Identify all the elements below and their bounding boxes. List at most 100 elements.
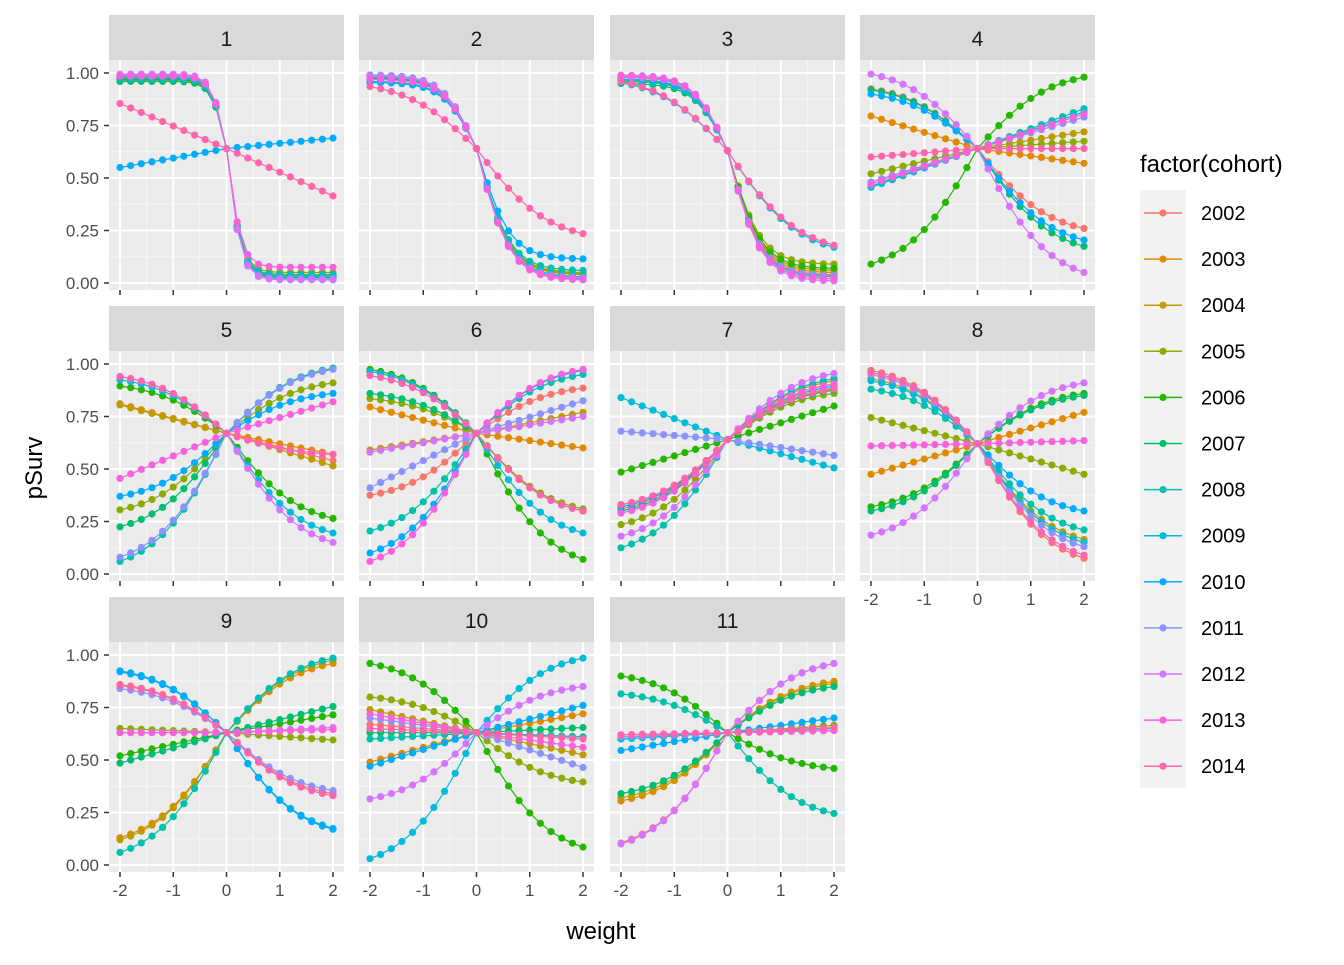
data-point <box>547 440 555 448</box>
data-point <box>201 80 209 88</box>
facet-strip-label: 7 <box>722 319 734 342</box>
data-point <box>377 662 385 670</box>
data-point <box>579 397 587 405</box>
data-point <box>169 804 177 812</box>
data-point <box>504 408 513 416</box>
x-tick-label: 0 <box>222 881 231 900</box>
data-point <box>148 409 156 418</box>
data-point <box>148 72 156 80</box>
data-point <box>973 145 982 153</box>
data-point <box>941 471 950 479</box>
data-point <box>819 382 828 390</box>
data-point <box>809 717 817 725</box>
data-point <box>670 689 678 697</box>
data-point <box>472 145 481 153</box>
data-point <box>329 529 337 537</box>
data-point <box>169 122 177 130</box>
data-point <box>638 831 646 839</box>
data-point <box>191 700 199 708</box>
data-point <box>1027 145 1035 153</box>
data-point <box>409 78 417 86</box>
data-point <box>931 397 939 405</box>
data-point <box>660 817 668 825</box>
data-point <box>1069 145 1077 153</box>
data-point <box>494 714 502 722</box>
data-point <box>579 682 587 691</box>
data-point <box>180 741 188 749</box>
data-point <box>819 274 828 282</box>
data-point <box>952 446 960 454</box>
data-point <box>191 465 199 473</box>
data-point <box>366 389 374 397</box>
data-point <box>286 805 294 813</box>
data-point <box>1069 437 1077 445</box>
data-point <box>409 674 417 682</box>
data-point <box>419 389 427 397</box>
data-point <box>127 749 135 758</box>
data-point <box>451 717 459 725</box>
data-point <box>681 729 689 738</box>
data-point <box>526 715 534 723</box>
data-point <box>995 145 1003 153</box>
data-point <box>681 419 689 427</box>
data-point <box>568 724 577 732</box>
data-point <box>878 177 886 185</box>
data-point <box>787 221 796 230</box>
data-point <box>899 97 907 105</box>
data-point <box>409 384 417 392</box>
data-point <box>419 719 427 727</box>
facet-panel-11: 11 -2 -1 0 1 2 <box>610 597 845 900</box>
data-point <box>366 484 374 492</box>
data-point <box>681 795 689 803</box>
data-point <box>254 159 263 167</box>
data-point <box>878 256 886 264</box>
data-point <box>878 416 886 424</box>
legend-entry-2010: 2010 <box>1144 572 1246 594</box>
data-point <box>526 676 534 685</box>
data-point <box>536 737 545 746</box>
data-point <box>670 487 678 495</box>
legend-entry-label: 2011 <box>1201 618 1244 640</box>
data-point <box>766 750 774 758</box>
data-point <box>888 76 896 84</box>
data-point <box>1005 411 1014 419</box>
data-point <box>745 429 753 437</box>
data-point <box>127 729 135 737</box>
data-point <box>558 714 566 722</box>
facet-strip <box>109 306 344 351</box>
data-point <box>127 162 135 170</box>
data-point <box>387 725 395 733</box>
data-point <box>649 825 657 833</box>
data-point <box>617 77 625 85</box>
data-point <box>244 749 252 757</box>
data-point <box>713 729 721 737</box>
data-point <box>159 72 167 80</box>
data-point <box>515 758 523 766</box>
data-point <box>931 452 939 460</box>
data-point <box>387 547 395 555</box>
data-point <box>377 524 385 532</box>
facet-strip-label: 4 <box>972 28 984 51</box>
data-point <box>116 99 124 108</box>
data-point <box>297 726 305 735</box>
data-point <box>286 727 294 735</box>
data-point <box>830 275 838 283</box>
data-point <box>931 100 939 108</box>
data-point <box>1016 102 1024 110</box>
data-point <box>1048 529 1056 537</box>
series-2008 <box>116 654 337 857</box>
data-point <box>419 498 427 506</box>
data-point <box>579 751 587 759</box>
data-point <box>137 72 145 80</box>
data-point <box>286 389 294 397</box>
data-point <box>265 406 273 414</box>
data-point <box>867 531 875 539</box>
data-point <box>920 441 928 449</box>
data-point <box>308 735 316 743</box>
data-point <box>387 393 395 401</box>
data-point <box>1037 208 1045 216</box>
data-point <box>504 184 513 192</box>
data-point <box>617 72 625 80</box>
